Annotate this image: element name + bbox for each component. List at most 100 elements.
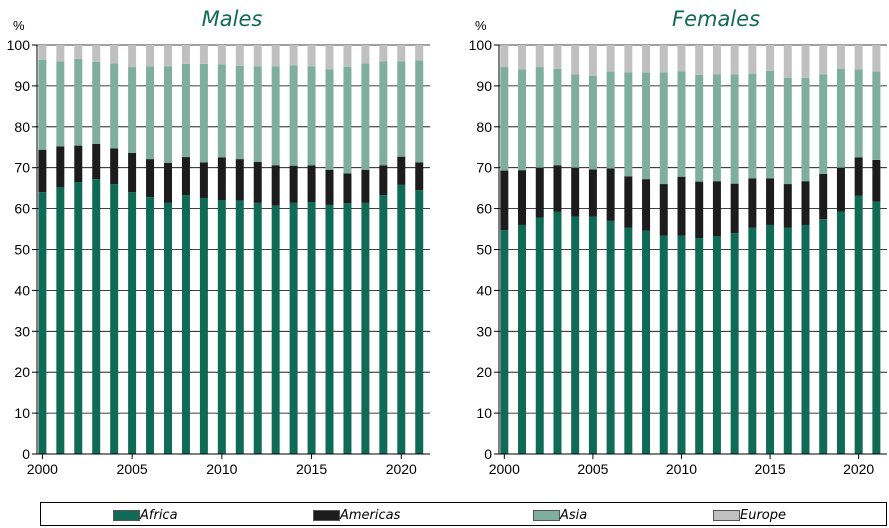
females-bar-americas-2008: [642, 179, 651, 231]
females-bar-africa-2000: [500, 230, 509, 454]
males-bar-asia-2019: [379, 61, 388, 166]
females-bar-asia-2016: [783, 77, 792, 185]
males-x-tick-label-2010: 2010: [206, 461, 237, 477]
males-bar-americas-2006: [146, 159, 155, 198]
males-x-tick-label-2005: 2005: [117, 461, 148, 477]
males-bar-europe-2015: [307, 45, 316, 67]
females-bar-africa-2021: [872, 201, 881, 454]
males-bar-europe-2020: [397, 45, 406, 62]
males-x-tick-label-2015: 2015: [296, 461, 327, 477]
females-x-tick-label-2005: 2005: [577, 461, 608, 477]
females-bar-europe-2009: [659, 45, 668, 73]
females-y-tick-label-40: 40: [476, 282, 492, 298]
females-bar-asia-2013: [730, 74, 739, 184]
males-bar-europe-2009: [199, 45, 208, 64]
females-bar-europe-2012: [712, 45, 721, 75]
females-bar-americas-2021: [872, 159, 881, 202]
females-x-tick-label-2020: 2020: [843, 461, 874, 477]
legend-item-asia: Asia: [533, 506, 587, 524]
females-bar-americas-2010: [677, 176, 686, 236]
males-bar-asia-2007: [164, 66, 172, 163]
females-bar-asia-2010: [677, 71, 686, 177]
females-bar-americas-2018: [819, 173, 828, 220]
males-bar-americas-2014: [289, 165, 298, 203]
legend-swatch-europe: [713, 509, 740, 521]
males-bar-europe-2008: [181, 45, 190, 64]
females-bar-europe-2020: [854, 45, 863, 70]
females-x-tick-label-2010: 2010: [666, 461, 697, 477]
males-bar-asia-2016: [325, 69, 334, 170]
legend-item-americas: Americas: [313, 506, 400, 524]
legend-item-africa: Africa: [113, 506, 178, 524]
males-bar-africa-2021: [415, 190, 424, 454]
females-y-tick-label-90: 90: [476, 78, 492, 94]
males-bar-africa-2002: [74, 182, 83, 454]
females-bar-americas-2002: [535, 167, 544, 218]
legend-label-europe: Europe: [740, 507, 787, 523]
females-y-tick-label-70: 70: [476, 160, 492, 176]
males-x-tick-label-2020: 2020: [386, 461, 417, 477]
males-y-tick-label-100: 100: [7, 37, 31, 53]
males-bar-asia-2010: [217, 64, 226, 158]
males-y-tick-label-10: 10: [14, 405, 30, 421]
females-bar-asia-2005: [588, 75, 597, 170]
females-bar-europe-2003: [553, 45, 562, 69]
females-bar-asia-2001: [518, 69, 527, 171]
females-bar-americas-2005: [588, 169, 597, 217]
males-bar-europe-2004: [110, 45, 119, 64]
males-bar-europe-2005: [128, 45, 137, 68]
females-bar-asia-2019: [836, 68, 845, 168]
males-y-tick-label-80: 80: [14, 119, 30, 135]
males-bar-africa-2016: [325, 204, 334, 454]
females-bar-africa-2018: [819, 219, 828, 454]
males-y-tick-label-40: 40: [14, 282, 30, 298]
males-bar-asia-2018: [361, 63, 370, 170]
females-bar-europe-2004: [571, 45, 580, 75]
males-bar-africa-2008: [181, 195, 190, 454]
males-y-tick-label-0: 0: [22, 446, 30, 462]
females-bar-americas-2015: [766, 178, 775, 225]
males-bar-asia-2001: [56, 61, 65, 147]
females-bar-africa-2011: [695, 238, 704, 454]
females-bar-asia-2012: [712, 74, 721, 182]
males-bar-americas-2017: [343, 173, 352, 204]
females-bar-europe-2016: [783, 45, 792, 78]
females-x-tick-label-2015: 2015: [754, 461, 785, 477]
females-bar-africa-2006: [606, 220, 615, 454]
females-bar-americas-2014: [748, 178, 757, 228]
males-bar-americas-2019: [379, 165, 388, 196]
males-y-tick-label-90: 90: [14, 78, 30, 94]
females-bar-asia-2006: [606, 71, 615, 169]
females-bar-asia-2000: [500, 67, 509, 171]
females-bar-africa-2019: [836, 211, 845, 454]
females-bar-asia-2008: [642, 72, 651, 180]
males-bar-africa-2003: [92, 179, 101, 455]
females-bar-europe-2011: [695, 45, 704, 75]
females-bar-asia-2014: [748, 73, 757, 179]
males-bar-africa-2010: [217, 200, 226, 454]
females-bar-europe-2005: [588, 45, 597, 76]
males-bar-americas-2021: [415, 162, 424, 191]
males-bar-americas-2000: [38, 149, 47, 193]
males-bar-europe-2019: [379, 45, 388, 62]
males-bar-asia-2003: [92, 61, 101, 144]
females-bar-africa-2004: [571, 216, 580, 454]
females-bar-africa-2016: [783, 227, 792, 454]
females-bar-asia-2009: [659, 72, 668, 185]
males-y-tick-label-60: 60: [14, 201, 30, 217]
males-y-tick-label-20: 20: [14, 364, 30, 380]
females-bar-asia-2004: [571, 74, 580, 168]
males-bar-africa-2014: [289, 202, 298, 454]
females-bar-americas-2013: [730, 183, 739, 234]
females-bar-americas-2009: [659, 184, 668, 236]
males-bar-asia-2000: [38, 59, 47, 150]
males-bar-africa-2020: [397, 184, 406, 455]
females-bar-asia-2007: [624, 72, 633, 177]
males-bar-europe-2018: [361, 45, 370, 64]
females-bar-americas-2012: [712, 181, 721, 237]
females-bar-americas-2017: [801, 181, 810, 225]
females-bar-europe-2000: [500, 45, 509, 68]
males-bar-europe-2000: [38, 45, 47, 60]
females-bar-asia-2011: [695, 74, 704, 182]
males-panel: Males% 0 10 20 30 40 50 60 70 80 90 100 2000 2005 2010…: [7, 7, 430, 477]
